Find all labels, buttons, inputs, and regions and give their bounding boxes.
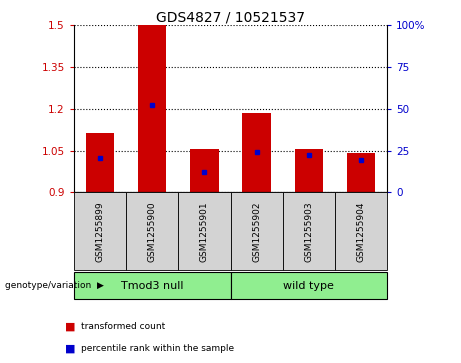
Text: GSM1255900: GSM1255900 — [148, 201, 157, 262]
Bar — [242, 113, 271, 192]
Bar — [335, 192, 387, 270]
Bar — [230, 272, 387, 299]
Text: GSM1255902: GSM1255902 — [252, 201, 261, 262]
Bar — [230, 192, 283, 270]
Text: GSM1255899: GSM1255899 — [95, 201, 104, 262]
Bar — [295, 149, 323, 192]
Text: Tmod3 null: Tmod3 null — [121, 281, 183, 291]
Bar — [178, 192, 230, 270]
Text: genotype/variation  ▶: genotype/variation ▶ — [5, 281, 103, 290]
Text: wild type: wild type — [284, 281, 334, 291]
Text: GSM1255903: GSM1255903 — [304, 201, 313, 262]
Title: GDS4827 / 10521537: GDS4827 / 10521537 — [156, 10, 305, 24]
Text: transformed count: transformed count — [81, 322, 165, 331]
Bar — [190, 149, 219, 192]
Text: GSM1255904: GSM1255904 — [357, 201, 366, 262]
Bar — [74, 192, 126, 270]
Bar — [74, 272, 230, 299]
Text: GSM1255901: GSM1255901 — [200, 201, 209, 262]
Text: percentile rank within the sample: percentile rank within the sample — [81, 344, 234, 353]
Bar — [283, 192, 335, 270]
Bar — [126, 192, 178, 270]
Text: ■: ■ — [65, 322, 75, 332]
Bar — [138, 25, 166, 192]
Bar — [85, 132, 114, 192]
Bar — [347, 154, 375, 192]
Text: ■: ■ — [65, 343, 75, 354]
